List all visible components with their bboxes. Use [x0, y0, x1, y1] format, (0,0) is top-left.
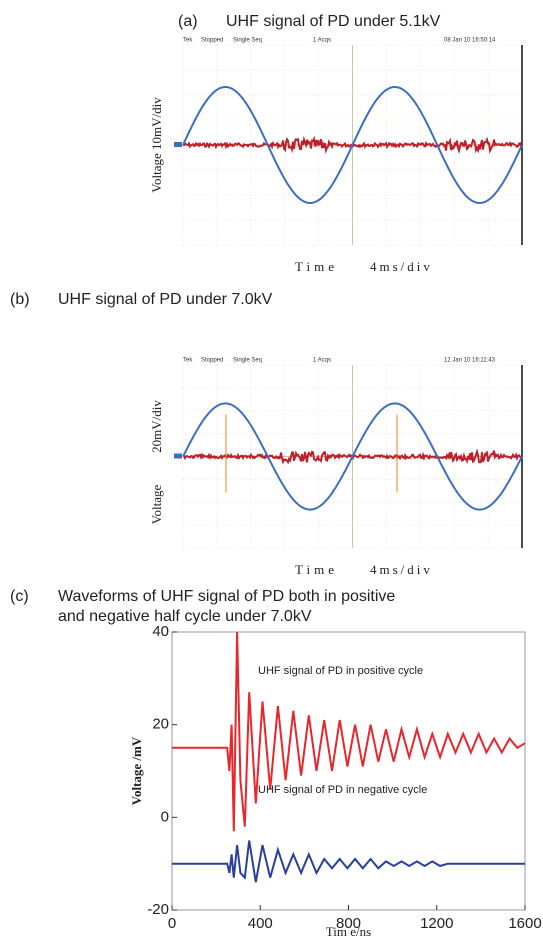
scope-ylabel: Voltage — [149, 485, 164, 525]
scope-header: 1 Acqs — [313, 358, 331, 364]
scope-ylabel: Voltage 10mV/div — [149, 97, 164, 193]
scope-header: Stopped — [201, 358, 223, 364]
scope-header: Tek — [183, 38, 193, 44]
series-label: UHF signal of PD in positive cycle — [258, 665, 423, 677]
y-tick-label: 0 — [161, 808, 169, 825]
scope-header: Single Seq — [233, 358, 262, 364]
page: (a) UHF signal of PD under 5.1kV (b) UHF… — [0, 0, 543, 942]
caption-label: (a) — [178, 13, 198, 30]
scope-xlabel: 4ms/div — [370, 259, 433, 274]
figure: (a) UHF signal of PD under 5.1kV (b) UHF… — [0, 0, 543, 942]
caption: UHF signal of PD under 7.0kV — [58, 291, 273, 308]
x-axis-label: Tim e/ns — [326, 924, 371, 939]
caption: and negative half cycle under 7.0kV — [58, 608, 312, 625]
x-tick-label: 0 — [168, 915, 176, 932]
x-tick-label: 1200 — [420, 915, 453, 932]
series-label: UHF signal of PD in negative cycle — [258, 784, 427, 796]
caption-label: (c) — [10, 588, 29, 605]
scope-marker — [174, 454, 182, 459]
caption-label: (b) — [10, 291, 30, 308]
scope-header: 1 Acqs — [313, 38, 331, 44]
scope-header: Single Seq — [233, 38, 262, 44]
x-tick-label: 400 — [248, 915, 273, 932]
scope-xlabel: Time — [295, 562, 338, 577]
caption: UHF signal of PD under 5.1kV — [226, 13, 441, 30]
scope-marker — [174, 142, 182, 147]
series-line — [172, 632, 525, 831]
scope-ylabel: 20mV/div — [149, 400, 164, 453]
y-tick-label: 20 — [152, 716, 169, 733]
scope-header: 12 Jan 10 16:11:43 — [444, 358, 496, 364]
scope-header: Tek — [183, 358, 193, 364]
y-axis-label: Voltage /mV — [129, 736, 144, 805]
y-tick-label: 40 — [152, 623, 169, 640]
series-line — [172, 841, 525, 883]
caption: Waveforms of UHF signal of PD both in po… — [58, 588, 395, 605]
scope-header: 08 Jan 10 16:50:14 — [444, 38, 496, 44]
scope-xlabel: Time — [295, 259, 338, 274]
x-tick-label: 1600 — [508, 915, 541, 932]
scope-xlabel: 4ms/div — [370, 562, 433, 577]
y-tick-label: -20 — [147, 901, 169, 918]
scope-header: Stopped — [201, 38, 223, 44]
